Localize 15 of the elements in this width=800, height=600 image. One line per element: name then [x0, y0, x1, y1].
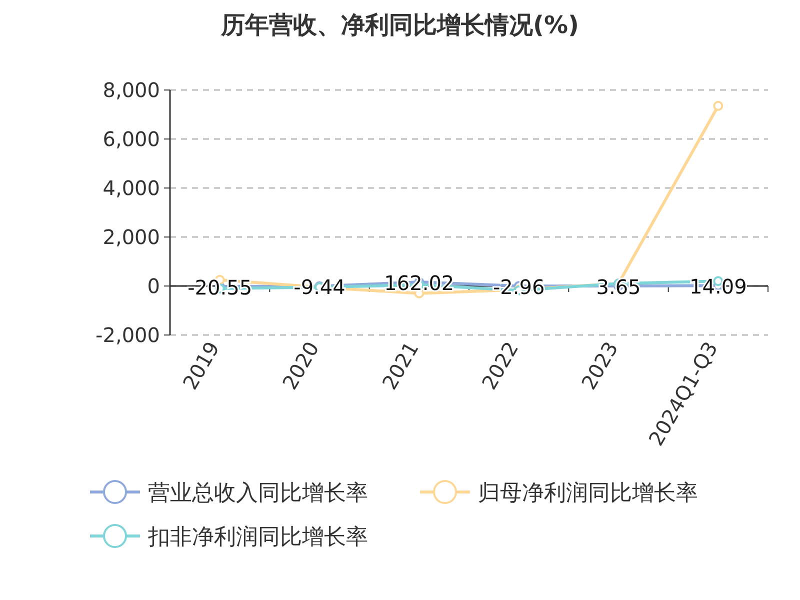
y-tick-label: 8,000	[102, 78, 160, 102]
y-tick-label: 2,000	[102, 225, 160, 249]
legend-label: 归母净利润同比增长率	[478, 481, 698, 506]
y-tick-label: 0	[147, 274, 160, 298]
y-tick-label: 4,000	[102, 176, 160, 200]
legend-label: 营业总收入同比增长率	[148, 481, 368, 506]
data-label: 3.65	[596, 274, 641, 299]
chart-title: 历年营收、净利同比增长情况(%)	[220, 11, 579, 39]
y-tick-label: -2,000	[96, 323, 160, 347]
data-label: -9.44	[294, 275, 346, 300]
data-label: 14.09	[690, 274, 747, 299]
y-tick-label: 6,000	[102, 127, 160, 151]
point	[713, 100, 724, 111]
data-label: -20.55	[188, 276, 252, 300]
legend-label: 扣非净利润同比增长率	[147, 525, 368, 550]
